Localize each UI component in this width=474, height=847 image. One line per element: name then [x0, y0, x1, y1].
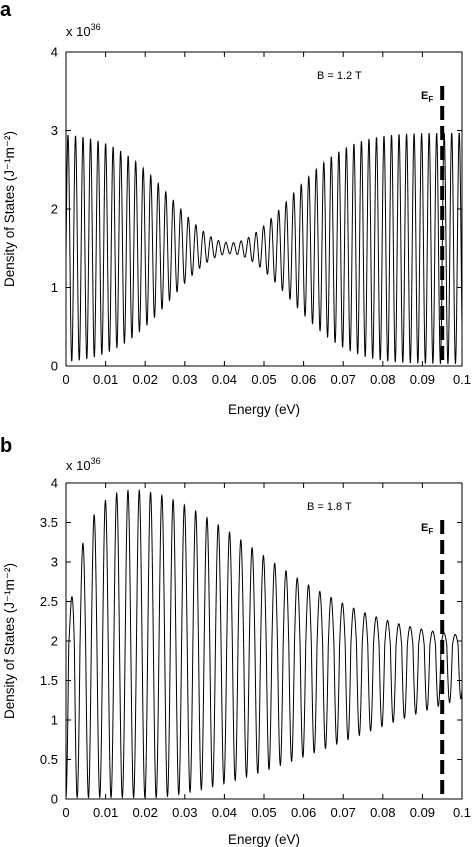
panel-b-y-tick-label: 0: [51, 792, 58, 807]
panel-a-y-tick-label: 1: [51, 280, 58, 295]
panel-b-y-tick-label: 1.5: [40, 673, 58, 688]
panel-a-axes: 0 0.01 0.02 0.03 0.04 0.05 0.06 0.07 0.08 0.09 0.1…: [51, 45, 471, 388]
panel-a-x-tick-label: 0.09: [410, 372, 435, 387]
panel-a-x-tick-label: 0.07: [331, 372, 356, 387]
panel-a-y-tick-label: 4: [51, 45, 58, 60]
panel-a-x-tick-label: 0.1: [453, 372, 471, 387]
panel-b-y-tick-label: 4: [51, 476, 58, 491]
panel-b-x-tick-label: 0.04: [212, 805, 237, 820]
panel-b-x-tick-label: 0.01: [93, 805, 118, 820]
panel-a-x-tick-label: 0.02: [133, 372, 158, 387]
panel-a: a x 1036 EF B = 1.2 T 0 0.01 0.02 0.03 0.04 0…: [0, 0, 471, 417]
panel-a-y-tick-label: 3: [51, 123, 58, 138]
panel-b-x-tick-label: 0.06: [291, 805, 316, 820]
panel-b-x-axis-label: Energy (eV): [228, 832, 300, 847]
panel-b-y-tick-label: 2: [51, 634, 58, 649]
panel-b-x-tick-label: 0.07: [331, 805, 356, 820]
panel-b-axes: 0 0.01 0.02 0.03 0.04 0.05 0.06 0.07 0.08 0.09 0.1…: [40, 476, 471, 821]
panel-a-multiplier: x 1036: [66, 22, 101, 39]
panel-b-y-tick-label: 3: [51, 555, 58, 570]
panel-a-x-tick-label: 0.08: [370, 372, 395, 387]
panel-b-x-tick-label: 0.03: [172, 805, 197, 820]
panel-a-x-tick-label: 0.05: [251, 372, 276, 387]
panel-b: b x 1036 EF B = 1.8 T 0 0.01 0.02 0.03 0.04 0…: [0, 435, 471, 847]
panel-b-x-tick-label: 0.08: [370, 805, 395, 820]
panel-b-x-tick-label: 0.05: [251, 805, 276, 820]
panel-b-y-tick-label: 2.5: [40, 594, 58, 609]
panel-b-x-tick-label: 0: [62, 805, 69, 820]
panel-a-x-tick-label: 0.01: [93, 372, 118, 387]
panel-a-field-annotation: B = 1.2 T: [317, 70, 362, 82]
panel-b-x-tick-label: 0.1: [453, 805, 471, 820]
panel-a-dos-curve: [66, 132, 462, 364]
panel-b-y-tick-label: 1: [51, 713, 58, 728]
panel-b-fermi-label: EF: [421, 522, 433, 536]
panel-b-dos-curve: [66, 488, 462, 799]
panel-b-multiplier: x 1036: [66, 456, 101, 473]
panel-a-x-tick-label: 0.04: [212, 372, 237, 387]
panel-b-x-tick-label: 0.02: [133, 805, 158, 820]
panel-a-y-tick-label: 2: [51, 202, 58, 217]
panel-a-x-tick-label: 0.03: [172, 372, 197, 387]
panel-a-x-tick-label: 0: [62, 372, 69, 387]
panel-a-x-tick-label: 0.06: [291, 372, 316, 387]
panel-a-x-axis-label: Energy (eV): [228, 402, 300, 417]
panel-b-x-tick-label: 0.09: [410, 805, 435, 820]
panel-a-y-tick-label: 0: [51, 359, 58, 374]
panel-b-label: b: [0, 435, 12, 457]
panel-b-y-axis-label: Density of States (J⁻¹m⁻²): [2, 563, 17, 719]
panel-b-field-annotation: B = 1.8 T: [307, 501, 352, 513]
panel-a-y-axis-label: Density of States (J⁻¹m⁻²): [2, 131, 17, 287]
panel-a-fermi-label: EF: [421, 90, 433, 104]
panel-a-label: a: [0, 0, 12, 21]
panel-b-y-tick-label: 0.5: [40, 752, 58, 767]
panel-b-y-tick-label: 3.5: [40, 515, 58, 530]
